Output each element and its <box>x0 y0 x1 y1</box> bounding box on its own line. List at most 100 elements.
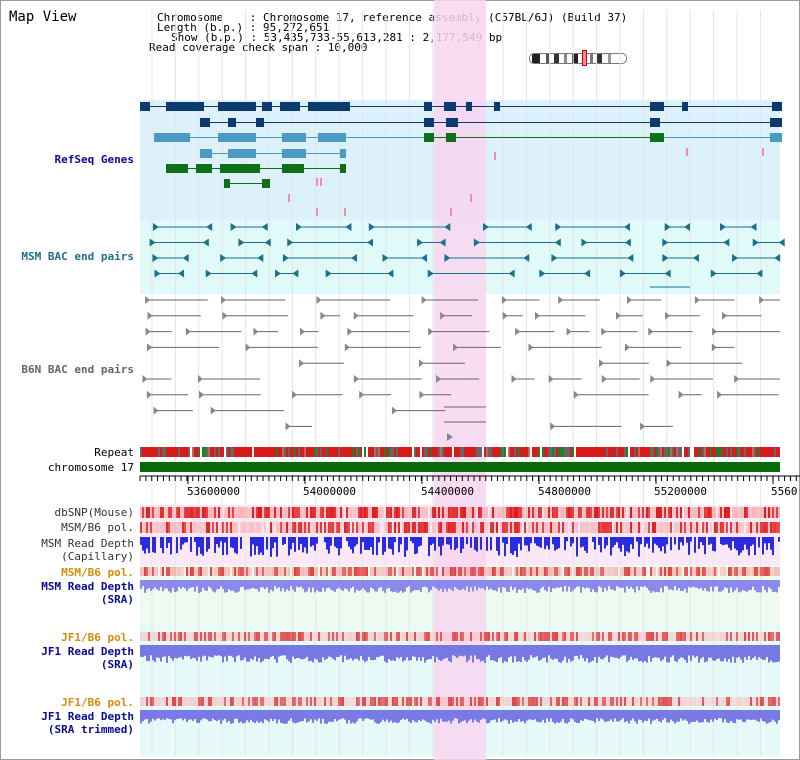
read-depth-bar <box>174 580 176 593</box>
read-depth-bar <box>454 645 456 657</box>
read-depth-bar <box>654 645 656 658</box>
polymorphism-segment <box>462 567 464 576</box>
read-depth-bar <box>620 710 622 720</box>
bac-end-marker <box>551 254 558 262</box>
polymorphism-segment <box>646 507 648 518</box>
polymorphism-segment <box>716 697 718 706</box>
polymorphism-segment <box>228 697 230 706</box>
read-depth-bar <box>324 645 326 660</box>
read-depth-bar <box>682 537 684 546</box>
read-depth-bar <box>594 645 596 657</box>
polymorphism-segment <box>774 507 776 518</box>
polymorphism-segment <box>442 522 444 533</box>
read-depth-bar <box>606 645 608 656</box>
polymorphism-segment <box>384 632 386 641</box>
read-depth-bar <box>374 580 376 592</box>
bac-end-marker <box>439 238 446 247</box>
read-depth-bar <box>462 645 464 657</box>
read-depth-bar <box>608 645 610 663</box>
polymorphism-segment <box>270 567 272 576</box>
polymorphism-segment <box>508 567 510 576</box>
read-depth-bar <box>450 710 452 724</box>
polymorphism-segment <box>722 522 724 533</box>
bac-end-marker <box>515 327 521 336</box>
polymorphism-segment <box>390 697 392 706</box>
read-depth-bar <box>766 537 768 550</box>
polymorphism-segment <box>752 632 754 641</box>
read-depth-bar <box>570 710 572 719</box>
polymorphism-segment <box>324 697 326 706</box>
read-depth-bar <box>462 537 464 549</box>
polymorphism-segment <box>620 697 622 706</box>
read-depth-bar <box>328 537 330 554</box>
polymorphism-segment <box>396 507 398 518</box>
polymorphism-segment <box>648 522 650 533</box>
polymorphism-segment <box>762 632 764 641</box>
polymorphism-segment <box>414 697 416 706</box>
read-depth-bar <box>644 710 646 721</box>
polymorphism-segment <box>226 697 228 706</box>
polymorphism-segment <box>312 522 314 533</box>
read-depth-bar <box>648 537 650 549</box>
repeat-segment <box>420 447 422 457</box>
read-depth-bar <box>256 537 258 547</box>
polymorphism-segment <box>428 522 430 533</box>
polymorphism-segment <box>190 567 192 576</box>
read-depth-bar <box>476 710 478 722</box>
read-depth-bar <box>228 710 230 721</box>
polymorphism-segment <box>272 567 274 576</box>
polymorphism-segment <box>684 697 686 706</box>
read-depth-bar <box>494 710 496 720</box>
polymorphism-segment <box>232 567 234 576</box>
polymorphism-segment <box>560 567 562 576</box>
polymorphism-segment <box>616 522 618 533</box>
read-depth-bar <box>176 537 178 554</box>
read-depth-bar <box>208 710 210 722</box>
polymorphism-segment <box>154 632 156 641</box>
polymorphism-segment <box>328 697 330 706</box>
polymorphism-segment <box>748 697 750 706</box>
read-depth-bar <box>294 645 296 659</box>
read-depth-bar <box>318 645 320 663</box>
repeat-segment <box>378 447 380 457</box>
read-depth-bar <box>462 580 464 589</box>
polymorphism-segment <box>338 632 340 641</box>
bac-end-marker <box>710 269 717 278</box>
polymorphism-segment <box>320 567 322 576</box>
repeat-segment <box>182 447 184 457</box>
read-depth-bar <box>510 710 512 721</box>
polymorphism-segment <box>724 507 726 518</box>
read-depth-bar <box>608 580 610 587</box>
read-depth-bar <box>168 537 170 543</box>
read-depth-bar <box>348 710 350 721</box>
polymorphism-segment <box>698 522 700 533</box>
read-depth-bar <box>458 710 460 724</box>
polymorphism-segment <box>424 697 426 706</box>
polymorphism-segment <box>442 507 444 518</box>
ideogram-position-marker[interactable] <box>582 50 587 66</box>
polymorphism-segment <box>358 697 360 706</box>
polymorphism-segment <box>696 522 698 533</box>
read-depth-bar <box>726 645 728 662</box>
polymorphism-segment <box>232 522 234 533</box>
read-depth-bar <box>152 710 154 719</box>
repeat-segment <box>342 447 344 457</box>
read-depth-bar <box>718 710 720 719</box>
repeat-segment <box>670 447 672 457</box>
polymorphism-segment <box>386 522 388 533</box>
polymorphism-segment <box>598 632 600 641</box>
read-depth-bar <box>266 537 268 550</box>
read-depth-bar <box>666 537 668 545</box>
read-depth-bar <box>570 645 572 662</box>
polymorphism-segment <box>420 632 422 641</box>
polymorphism-segment <box>302 567 304 576</box>
polymorphism-segment <box>660 567 662 576</box>
polymorphism-segment <box>224 632 226 641</box>
chromosome-ideogram[interactable] <box>529 53 627 64</box>
polymorphism-segment <box>590 697 592 706</box>
read-depth-bar <box>752 645 754 659</box>
read-depth-bar <box>676 710 678 722</box>
polymorphism-segment <box>382 507 384 518</box>
read-depth-bar <box>762 537 764 555</box>
